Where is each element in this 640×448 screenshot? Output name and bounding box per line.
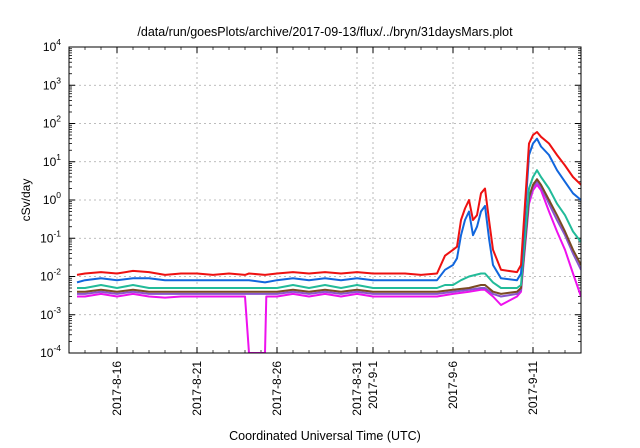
y-axis-label: cSv/day (19, 179, 33, 222)
x-tick-label: 2017-8-21 (190, 361, 204, 416)
y-tick-label: 10-1 (40, 228, 61, 245)
y-tick-exponent: 2 (56, 114, 61, 124)
y-tick-base: 10 (43, 193, 57, 207)
x-axis-label: Coordinated Universal Time (UTC) (229, 429, 421, 443)
series-line-3 (77, 169, 581, 289)
chart-title: /data/run/goesPlots/archive/2017-09-13/f… (137, 25, 513, 39)
y-tick-exponent: 0 (56, 190, 61, 200)
x-tick-label: 2017-8-26 (270, 361, 284, 416)
y-tick-exponent: 1 (56, 152, 61, 162)
x-tick-label: 2017-8-16 (110, 361, 124, 416)
y-tick-base: 10 (43, 78, 57, 92)
series-line-2 (76, 137, 581, 284)
plot-frame (68, 46, 582, 354)
series-line-5 (77, 180, 581, 298)
y-tick-base: 10 (43, 40, 57, 54)
x-tick-label: 2017-9-6 (446, 361, 460, 409)
x-tick-label: 2017-8-31 (350, 361, 364, 416)
y-tick-label: 102 (43, 114, 61, 131)
y-tick-base: 10 (40, 231, 54, 245)
y-tick-label: 10-4 (40, 343, 61, 360)
y-tick-base: 10 (40, 346, 54, 360)
y-tick-exponent: -1 (53, 228, 61, 238)
x-tick-label: 2017-9-11 (526, 361, 540, 415)
y-tick-exponent: -2 (53, 267, 61, 277)
x-tick-label: 2017-9-1 (366, 361, 380, 409)
grid-lines (69, 47, 581, 353)
series-line-4 (77, 178, 581, 295)
series-line-6 (77, 183, 581, 353)
y-tick-exponent: -4 (53, 343, 61, 353)
y-tick-label: 104 (43, 37, 61, 54)
y-tick-exponent: 3 (56, 75, 61, 85)
axes: 10-410-310-210-11001011021031042017-8-16… (40, 37, 581, 416)
y-tick-exponent: -3 (53, 305, 61, 315)
series-line-1 (76, 131, 581, 276)
y-tick-base: 10 (43, 155, 57, 169)
y-tick-label: 103 (43, 75, 61, 92)
y-tick-label: 10-3 (40, 305, 61, 322)
y-tick-label: 10-2 (40, 267, 61, 284)
y-tick-label: 100 (43, 190, 61, 207)
y-tick-base: 10 (40, 308, 54, 322)
y-tick-label: 101 (43, 152, 61, 169)
series-layer (76, 131, 581, 353)
y-tick-exponent: 4 (56, 37, 61, 47)
y-tick-base: 10 (40, 270, 54, 284)
y-tick-base: 10 (43, 117, 57, 131)
